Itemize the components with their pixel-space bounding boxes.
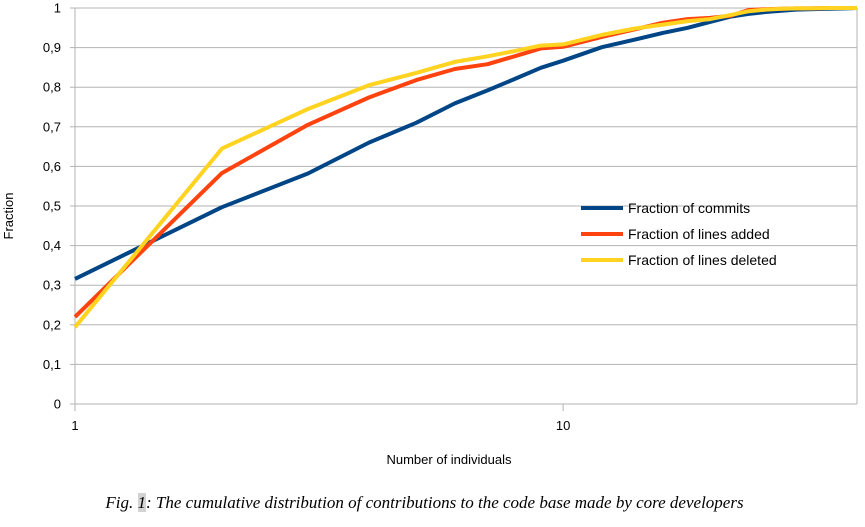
series-line-3 bbox=[73, 6, 857, 329]
legend: Fraction of commits Fraction of lines add… bbox=[581, 200, 777, 268]
y-tick-label: 0,7 bbox=[43, 119, 61, 134]
y-tick-label: 0,6 bbox=[43, 159, 61, 174]
chart: 0 0,1 0,2 0,3 0,4 0,5 0,6 0,7 0,8 0,9 1 1 10 Fracti… bbox=[1, 1, 858, 467]
caption-prefix: Fig. bbox=[105, 493, 138, 512]
y-tick-label: 0,4 bbox=[43, 238, 61, 253]
y-tick-label: 0,8 bbox=[43, 80, 61, 95]
x-tick-label: 1 bbox=[71, 418, 78, 433]
y-tick-label: 0,5 bbox=[43, 199, 61, 214]
caption-number: 1 bbox=[137, 493, 147, 512]
y-tick-label: 0 bbox=[54, 397, 61, 412]
y-tick-label: 0,2 bbox=[43, 317, 61, 332]
caption-text: : The cumulative distribution of contrib… bbox=[146, 493, 744, 512]
x-tick-labels: 1 10 bbox=[71, 418, 570, 433]
y-axis-title: Fraction bbox=[1, 193, 16, 240]
y-tick-label: 0,9 bbox=[43, 40, 61, 55]
legend-label: Fraction of lines added bbox=[628, 226, 770, 242]
x-tick-label: 10 bbox=[556, 418, 570, 433]
legend-label: Fraction of commits bbox=[628, 200, 750, 216]
y-tick-label: 0,1 bbox=[43, 357, 61, 372]
x-axis-title: Number of individuals bbox=[386, 452, 512, 467]
figure-caption: Fig. 1: The cumulative distribution of c… bbox=[0, 493, 849, 513]
y-tick-label: 0,3 bbox=[43, 278, 61, 293]
axes bbox=[70, 7, 858, 411]
y-tick-labels: 0 0,1 0,2 0,3 0,4 0,5 0,6 0,7 0,8 0,9 1 bbox=[43, 1, 61, 412]
series-lines bbox=[73, 6, 858, 329]
series-line-2 bbox=[73, 6, 857, 319]
y-tick-label: 1 bbox=[54, 1, 61, 16]
legend-label: Fraction of lines deleted bbox=[628, 252, 777, 268]
